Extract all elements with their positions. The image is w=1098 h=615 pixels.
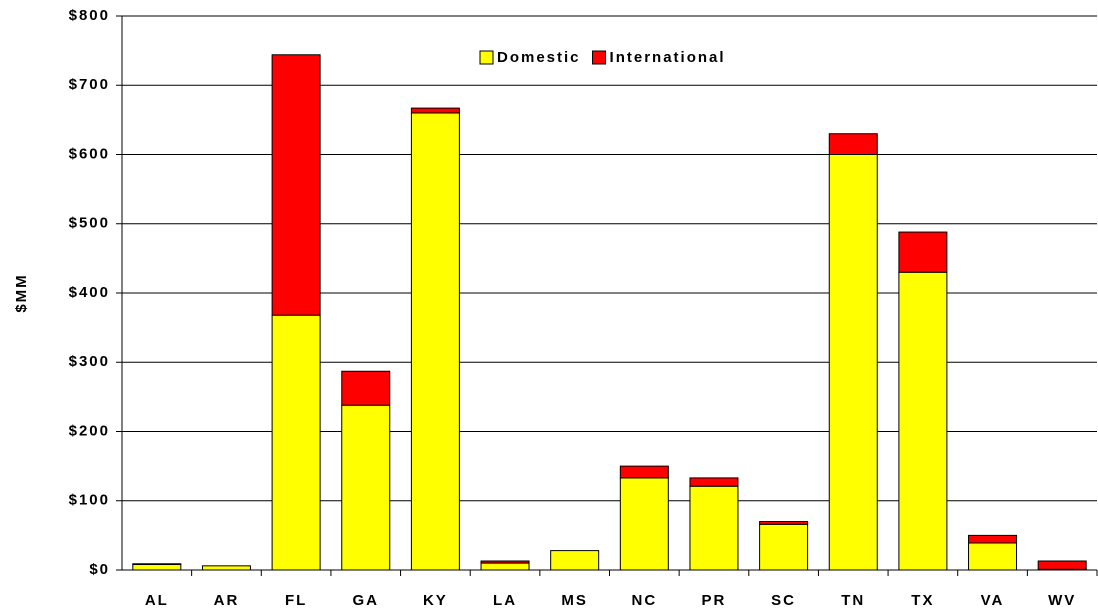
bar-segment: [410, 107, 460, 114]
x-tick-label: LA: [493, 592, 517, 609]
bar-segment: [898, 271, 948, 571]
x-tick-label: WV: [1048, 592, 1076, 609]
x-tick-label: TX: [911, 592, 934, 609]
bar-segment: [410, 112, 460, 571]
y-tick-label: $500: [69, 215, 110, 232]
bar-segment: [759, 521, 809, 525]
x-tick-label: AL: [145, 592, 169, 609]
bar-segment: [619, 477, 669, 571]
bar-segment: [1037, 560, 1087, 570]
x-tick-label: KY: [423, 592, 448, 609]
bar-segment: [480, 562, 530, 571]
legend-swatch: [479, 50, 494, 65]
x-tick-label: VA: [981, 592, 1005, 609]
bar-segment: [759, 523, 809, 571]
y-tick-label: $200: [69, 422, 110, 439]
y-tick-label: $300: [69, 353, 110, 370]
y-tick-label: $600: [69, 145, 110, 162]
x-tick-label: AR: [214, 592, 240, 609]
x-tick-label: PR: [702, 592, 727, 609]
bar-segment: [201, 565, 251, 571]
legend-label: International: [610, 49, 726, 66]
x-tick-label: NC: [631, 592, 657, 609]
bar-segment: [968, 542, 1018, 571]
y-tick-label: $800: [69, 7, 110, 24]
bar-segment: [550, 550, 600, 571]
x-tick-label: FL: [285, 592, 307, 609]
bar-segment: [689, 485, 739, 571]
y-tick-label: $400: [69, 284, 110, 301]
bar-segment: [619, 465, 669, 479]
bar-segment: [271, 54, 321, 316]
bar-segment: [341, 370, 391, 406]
bar-segment: [341, 404, 391, 571]
legend-swatch: [592, 50, 607, 65]
x-tick-label: SC: [771, 592, 796, 609]
y-tick-label: $700: [69, 76, 110, 93]
bar-segment: [898, 231, 948, 273]
x-tick-label: GA: [353, 592, 380, 609]
x-tick-label: MS: [561, 592, 588, 609]
y-axis-label: $MM: [13, 273, 30, 312]
legend-label: Domestic: [497, 49, 581, 66]
bar-segment: [828, 133, 878, 156]
y-tick-label: $100: [69, 492, 110, 509]
y-tick-label: $0: [89, 561, 110, 578]
bar-segment: [480, 560, 530, 564]
x-tick-label: TN: [841, 592, 865, 609]
bar-segment: [132, 563, 182, 565]
bar-segment: [968, 534, 1018, 544]
bar-segment: [271, 314, 321, 571]
bar-segment: [689, 477, 739, 487]
bar-segment: [828, 154, 878, 571]
bar-segment: [132, 563, 182, 571]
